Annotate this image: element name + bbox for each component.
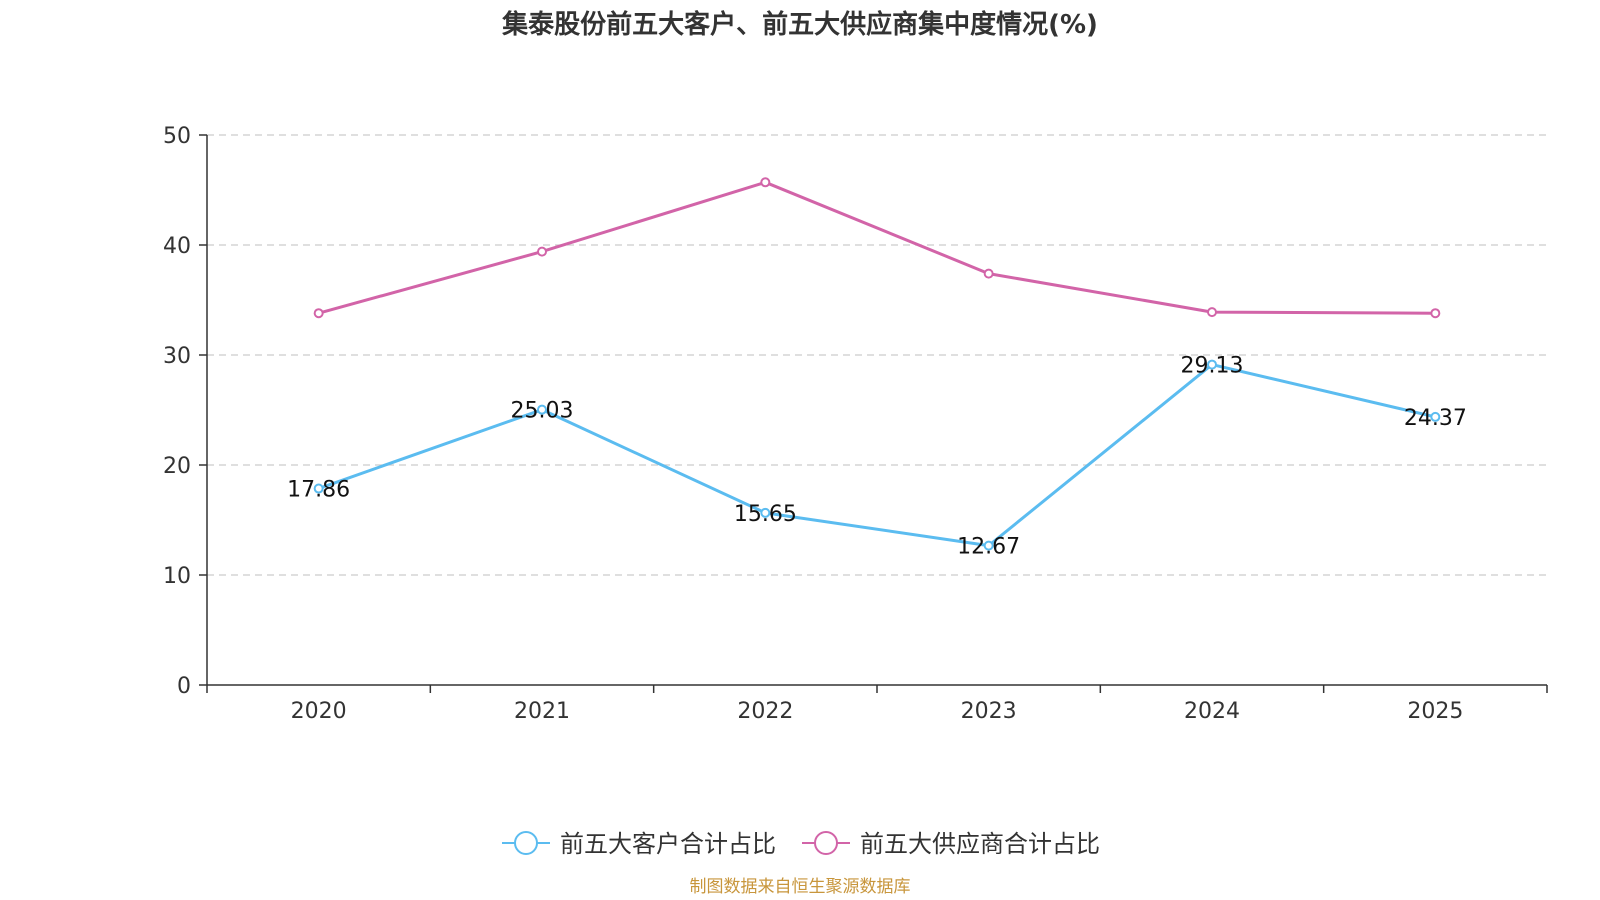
y-tick-label: 50 xyxy=(163,124,191,149)
data-point[interactable] xyxy=(760,507,771,518)
data-label: 15.65 xyxy=(734,502,797,527)
y-tick-label: 10 xyxy=(163,564,191,589)
y-tick-label: 20 xyxy=(163,454,191,479)
data-point[interactable] xyxy=(983,268,994,279)
x-tick-label: 2024 xyxy=(1184,699,1240,724)
data-label: 12.67 xyxy=(957,535,1020,560)
data-point[interactable] xyxy=(1207,359,1217,370)
series-line xyxy=(317,180,1437,315)
gridlines xyxy=(207,134,1547,576)
legend-marker-icon xyxy=(814,831,838,855)
series-layer: 17.86 25.03 15.65 12.67 29.13 24.37 xyxy=(287,177,1467,560)
chart-title: 集泰股份前五大客户、前五大供应商集中度情况(%) xyxy=(501,9,1098,40)
data-point[interactable] xyxy=(537,246,547,257)
data-label: 29.13 xyxy=(1181,354,1244,379)
data-point[interactable] xyxy=(1430,411,1441,422)
x-tick-label: 2021 xyxy=(514,699,570,724)
x-tick-label: 2023 xyxy=(961,699,1017,724)
legend-label: 前五大供应商合计占比 xyxy=(860,830,1100,858)
data-point[interactable] xyxy=(1430,308,1441,319)
data-point[interactable] xyxy=(313,308,324,319)
data-point[interactable] xyxy=(760,177,771,188)
series-2 xyxy=(313,177,1441,319)
data-point[interactable] xyxy=(1207,307,1217,318)
data-label: 24.37 xyxy=(1404,406,1467,431)
x-tick-label: 2025 xyxy=(1407,699,1463,724)
legend-item-2[interactable]: 前五大供应商合计占比 xyxy=(802,830,1100,858)
axes: 0 10 20 30 40 50 2020 2021 2022 2023 2024 2025 xyxy=(163,124,1548,724)
series-line xyxy=(317,363,1437,548)
legend[interactable]: 前五大客户合计占比 前五大供应商合计占比 xyxy=(502,830,1100,858)
data-point[interactable] xyxy=(537,404,547,415)
x-tick-label: 2022 xyxy=(737,699,793,724)
series-1: 17.86 25.03 15.65 12.67 29.13 24.37 xyxy=(287,354,1467,560)
data-label: 17.86 xyxy=(287,478,350,503)
x-tick-label: 2020 xyxy=(291,699,347,724)
data-point[interactable] xyxy=(983,540,994,551)
y-tick-label: 30 xyxy=(163,344,191,369)
legend-label: 前五大客户合计占比 xyxy=(560,830,776,858)
data-point[interactable] xyxy=(313,483,324,494)
y-tick-label: 0 xyxy=(177,674,191,699)
source-note: 制图数据来自恒生聚源数据库 xyxy=(690,877,911,897)
y-tick-label: 40 xyxy=(163,234,191,259)
legend-item-1[interactable]: 前五大客户合计占比 xyxy=(502,830,776,858)
data-label: 25.03 xyxy=(511,399,574,424)
legend-marker-icon xyxy=(514,831,538,855)
